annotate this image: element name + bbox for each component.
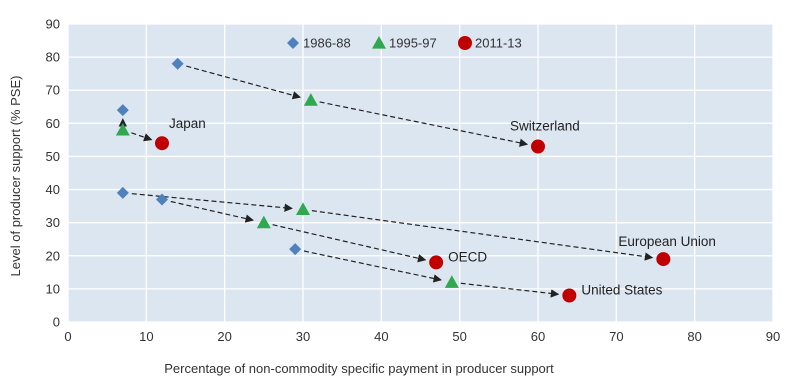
y-tick-label: 20 (46, 248, 60, 263)
country-label: OECD (448, 249, 487, 264)
plot-area (68, 24, 773, 322)
x-tick-label: 80 (687, 329, 701, 344)
country-label: United States (581, 283, 662, 298)
x-tick-label: 40 (374, 329, 388, 344)
trend-arrow (170, 200, 254, 223)
data-point-diamond (116, 186, 129, 199)
legend-label: 1995-97 (389, 36, 437, 51)
x-tick-label: 10 (139, 329, 153, 344)
data-point-diamond (116, 104, 129, 117)
country-label: European Union (618, 234, 716, 249)
y-tick-label: 30 (46, 215, 60, 230)
legend: 1986-88 1995-97 2011-13 (287, 36, 522, 51)
trend-arrow (303, 250, 442, 283)
data-point-circle (531, 139, 545, 154)
data-point-triangle (256, 215, 271, 229)
y-tick-label: 10 (46, 281, 60, 296)
legend-marker-triangle (372, 36, 386, 49)
trend-arrow (131, 193, 293, 212)
x-tick-label: 70 (609, 329, 623, 344)
y-tick-label: 90 (46, 17, 60, 32)
grid-layer (67, 23, 774, 323)
y-tick-label: 0 (53, 315, 60, 330)
data-point-circle (429, 255, 444, 270)
x-axis-title: Percentage of non-commodity specific pay… (164, 361, 554, 376)
x-tick-label: 20 (217, 329, 231, 344)
x-tick-label: 60 (531, 329, 545, 344)
legend-marker-circle (458, 36, 472, 50)
data-point-triangle (444, 275, 459, 288)
data-point-triangle (115, 122, 130, 136)
legend-label: 2011-13 (475, 36, 522, 51)
legend-marker-diamond (287, 37, 299, 49)
x-tick-label: 0 (64, 329, 71, 344)
trend-arrow (311, 210, 654, 261)
trend-arrows (118, 65, 654, 298)
y-tick-label: 40 (46, 182, 60, 197)
data-point-triangle (303, 93, 318, 106)
y-tick-label: 60 (46, 116, 60, 131)
data-point-diamond (171, 57, 184, 70)
tick-labels: 0 10 20 30 40 50 60 70 80 90 0 10 20 30 40 50 60 70 80 90 (46, 17, 781, 345)
data-point-diamond (289, 243, 302, 256)
country-label: Japan (169, 116, 206, 131)
data-point-circle (155, 136, 169, 151)
legend-label: 1986-88 (303, 36, 351, 51)
y-tick-label: 70 (46, 83, 60, 98)
x-tick-label: 30 (296, 329, 310, 344)
country-label: Switzerland (510, 119, 580, 134)
trend-arrow (460, 282, 560, 298)
x-tick-label: 90 (766, 329, 780, 344)
data-point-diamond (156, 193, 168, 206)
trend-arrow (272, 224, 427, 263)
x-tick-label: 50 (452, 329, 466, 344)
y-axis-title: Level of producer support (% PSE) (8, 76, 23, 277)
y-tick-label: 80 (46, 50, 60, 65)
country-labels: Switzerland Japan European Union OECD United… (169, 116, 716, 297)
data-point-triangle (296, 202, 310, 216)
trend-arrow (319, 101, 529, 147)
trend-arrow (186, 65, 302, 100)
y-tick-label: 50 (46, 149, 60, 164)
trend-arrow (131, 132, 153, 142)
data-point-circle (656, 252, 671, 267)
data-point-circle (562, 288, 577, 303)
data-points (115, 57, 671, 303)
